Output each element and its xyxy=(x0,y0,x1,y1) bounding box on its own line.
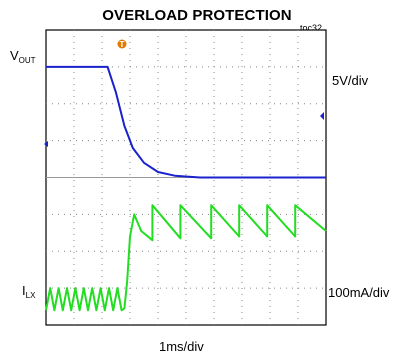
timebase-label: 1ms/div xyxy=(159,339,204,354)
ilx-label-main: I xyxy=(22,283,26,298)
trigger-marker-label: T xyxy=(120,40,125,49)
chart-title: OVERLOAD PROTECTION xyxy=(102,7,292,24)
series-line-vout xyxy=(46,65,326,179)
ground-marker xyxy=(44,141,48,147)
trigger-marker-dot xyxy=(117,39,127,49)
vout-label-sub: OUT xyxy=(18,56,36,65)
ilx-label-sub: LX xyxy=(25,291,36,300)
vout-label-main: V xyxy=(10,48,19,63)
series-line-ilx xyxy=(45,204,327,312)
figure-id: toc32 xyxy=(300,23,323,33)
vout-scale: 5V/div xyxy=(332,73,369,88)
trace-ilx xyxy=(45,204,327,312)
ilx-scale: 100mA/div xyxy=(328,285,390,300)
traces xyxy=(45,65,327,312)
vout-label: VOUT xyxy=(10,48,36,65)
ilx-label: ILX xyxy=(22,283,36,300)
trace-vout xyxy=(46,65,326,179)
channel-offset-marker xyxy=(320,112,324,120)
trigger-marker: T xyxy=(117,39,127,49)
